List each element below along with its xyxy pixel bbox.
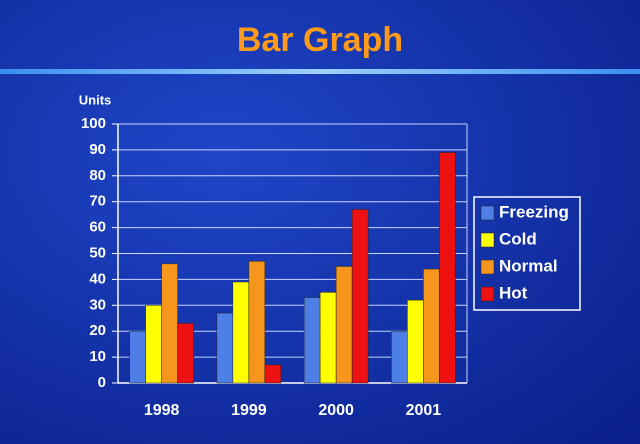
x-tick-label: 2001 (406, 402, 442, 419)
y-tick-label: 50 (89, 244, 106, 261)
legend-box (473, 196, 581, 311)
y-tick-label: 100 (81, 115, 106, 132)
legend-label: Cold (499, 229, 537, 248)
bar (216, 312, 234, 384)
legend-label: Freezing (499, 202, 569, 221)
bar (264, 364, 282, 384)
x-tick-label: 2000 (318, 402, 354, 419)
bar (161, 263, 178, 384)
x-tick-label: 1999 (231, 402, 267, 419)
y-tick-label: 0 (98, 374, 106, 391)
x-tick-label: 1998 (144, 402, 180, 419)
bar (335, 266, 353, 384)
bar (439, 152, 456, 384)
legend-label: Hot (499, 283, 528, 302)
bar (303, 297, 321, 384)
legend-swatch (480, 205, 495, 221)
y-tick-label: 10 (89, 348, 106, 365)
legend-swatch (480, 286, 495, 302)
y-tick-label: 40 (89, 270, 106, 287)
bar (248, 261, 266, 384)
bar (319, 292, 337, 384)
title-rule (0, 69, 640, 74)
y-tick-label: 30 (89, 296, 106, 313)
bar (391, 330, 408, 384)
bar (129, 330, 146, 384)
y-tick-label: 90 (89, 141, 106, 158)
chart-title: Bar Graph (237, 21, 403, 59)
bar (351, 209, 369, 384)
bar (232, 281, 250, 384)
y-axis-label: Units (79, 92, 112, 107)
bar (145, 305, 162, 384)
bar (177, 323, 194, 384)
legend-swatch (480, 259, 495, 275)
legend-label: Normal (499, 256, 558, 275)
y-tick-label: 20 (89, 322, 106, 339)
legend-swatch (480, 232, 495, 248)
y-tick-label: 60 (89, 219, 106, 236)
bar (407, 299, 424, 384)
y-tick-label: 70 (89, 193, 106, 210)
y-tick-label: 80 (89, 167, 106, 184)
bar (423, 268, 440, 384)
